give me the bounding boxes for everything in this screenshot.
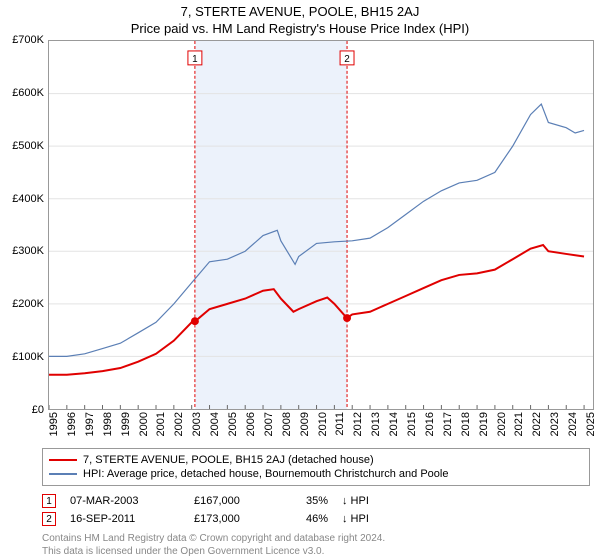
x-tick-label: 2002 (173, 412, 185, 436)
x-tick-label: 2025 (585, 412, 597, 436)
x-tick-label: 2003 (191, 412, 203, 436)
legend-row: HPI: Average price, detached house, Bour… (49, 467, 583, 481)
chart-svg: 12 (49, 41, 593, 409)
row-arrow: ↓ HPI (342, 495, 369, 507)
footer-line2: This data is licensed under the Open Gov… (42, 545, 590, 558)
row-pct: 35% (288, 495, 328, 507)
row-date: 07-MAR-2003 (70, 495, 180, 507)
x-tick-label: 1998 (102, 412, 114, 436)
x-tick-label: 2000 (138, 412, 150, 436)
x-tick-label: 2021 (513, 412, 525, 436)
x-tick-label: 2016 (424, 412, 436, 436)
shade-band (195, 41, 347, 409)
x-tick-label: 1996 (66, 412, 78, 436)
y-tick-label: £700K (12, 34, 44, 46)
x-tick-label: 2019 (478, 412, 490, 436)
x-tick-label: 2011 (334, 412, 346, 436)
row-price: £167,000 (194, 495, 274, 507)
chart-title: 7, STERTE AVENUE, POOLE, BH15 2AJ (0, 0, 600, 19)
series-marker (343, 314, 351, 322)
x-tick-label: 2013 (370, 412, 382, 436)
x-tick-label: 2017 (442, 412, 454, 436)
x-tick-label: 1997 (84, 412, 96, 436)
x-tick-label: 2020 (496, 412, 508, 436)
x-tick-label: 2006 (245, 412, 257, 436)
transaction-row: 1 07-MAR-2003 £167,000 35% ↓ HPI (42, 492, 590, 510)
x-tick-label: 2008 (281, 412, 293, 436)
chart-area: 12 (48, 40, 594, 410)
x-tick-label: 2001 (155, 412, 167, 436)
x-tick-label: 2012 (352, 412, 364, 436)
x-tick-label: 2004 (209, 412, 221, 436)
x-tick-label: 2009 (299, 412, 311, 436)
x-tick-label: 2022 (531, 412, 543, 436)
row-marker: 1 (42, 494, 56, 508)
y-tick-label: £300K (12, 245, 44, 257)
y-tick-label: £200K (12, 298, 44, 310)
footer-line1: Contains HM Land Registry data © Crown c… (42, 532, 590, 545)
series-marker (191, 317, 199, 325)
row-arrow: ↓ HPI (342, 513, 369, 525)
y-axis-labels: £0£100K£200K£300K£400K£500K£600K£700K (0, 40, 46, 410)
x-tick-label: 2015 (406, 412, 418, 436)
row-price: £173,000 (194, 513, 274, 525)
row-marker: 2 (42, 512, 56, 526)
y-tick-label: £100K (12, 351, 44, 363)
x-axis-labels: 1995 1996 1997 1998 1999 2000 2001 2002 2003 2004… (48, 410, 594, 444)
legend-row: 7, STERTE AVENUE, POOLE, BH15 2AJ (detac… (49, 453, 583, 467)
event-marker-label-1: 1 (192, 54, 198, 65)
y-tick-label: £0 (32, 404, 44, 416)
x-tick-label: 2010 (317, 412, 329, 436)
legend: 7, STERTE AVENUE, POOLE, BH15 2AJ (detac… (42, 448, 590, 486)
x-tick-label: 2024 (567, 412, 579, 436)
y-tick-label: £400K (12, 193, 44, 205)
x-tick-label: 2014 (388, 412, 400, 436)
footer: Contains HM Land Registry data © Crown c… (42, 532, 590, 558)
transaction-row: 2 16-SEP-2011 £173,000 46% ↓ HPI (42, 510, 590, 528)
chart-subtitle: Price paid vs. HM Land Registry's House … (0, 19, 600, 40)
legend-label: 7, STERTE AVENUE, POOLE, BH15 2AJ (detac… (83, 454, 374, 466)
x-tick-label: 1999 (120, 412, 132, 436)
legend-swatch (49, 459, 77, 461)
x-tick-label: 1995 (48, 412, 60, 436)
legend-swatch (49, 473, 77, 475)
x-tick-label: 2018 (460, 412, 472, 436)
event-marker-label-2: 2 (344, 54, 350, 65)
transaction-rows: 1 07-MAR-2003 £167,000 35% ↓ HPI 2 16-SEP-2011… (42, 492, 590, 528)
y-tick-label: £500K (12, 140, 44, 152)
x-tick-label: 2007 (263, 412, 275, 436)
row-pct: 46% (288, 513, 328, 525)
legend-label: HPI: Average price, detached house, Bour… (83, 468, 448, 480)
row-date: 16-SEP-2011 (70, 513, 180, 525)
x-tick-label: 2023 (549, 412, 561, 436)
x-tick-label: 2005 (227, 412, 239, 436)
y-tick-label: £600K (12, 87, 44, 99)
